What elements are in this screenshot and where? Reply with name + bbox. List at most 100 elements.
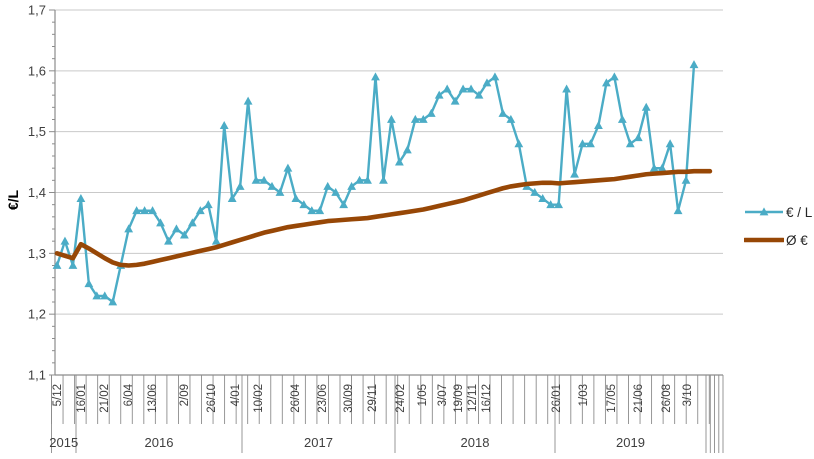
data-point-marker	[506, 114, 516, 123]
data-point-marker	[347, 181, 357, 190]
legend: € / L Ø €	[744, 203, 812, 249]
data-point-marker	[172, 224, 181, 233]
data-point-marker	[570, 169, 579, 178]
year-label: 2018	[461, 435, 490, 450]
data-point-marker	[187, 218, 197, 227]
legend-label: € / L	[786, 204, 813, 220]
data-point-marker	[323, 181, 333, 190]
legend-entry-eur-per-l[interactable]: € / L	[744, 203, 812, 221]
data-point-marker	[578, 139, 587, 148]
data-point-marker	[180, 230, 189, 239]
x-tick-label: 30/09	[343, 384, 355, 413]
y-tick-label: 1,2	[28, 307, 46, 322]
data-point-marker	[379, 175, 388, 184]
x-tick-label: 1/05	[417, 384, 429, 406]
data-point-marker	[546, 200, 556, 209]
data-point-marker	[633, 133, 643, 142]
y-tick-label: 1,5	[28, 124, 46, 139]
data-point-marker	[371, 72, 380, 81]
data-point-marker	[267, 181, 277, 190]
data-point-marker	[657, 163, 667, 172]
year-label: 2017	[304, 435, 333, 450]
data-point-marker	[259, 175, 269, 184]
data-point-marker	[434, 90, 444, 99]
data-point-marker	[164, 236, 173, 245]
x-tick-label: 4/01	[230, 384, 242, 406]
data-point-marker	[243, 96, 253, 105]
x-tick-label: 26/04	[290, 383, 302, 412]
data-point-marker	[418, 114, 428, 123]
data-point-marker	[665, 139, 675, 148]
data-point-marker	[450, 96, 460, 105]
data-point-marker	[387, 114, 396, 123]
data-point-marker	[251, 175, 261, 184]
x-tick-label: 26/10	[206, 384, 218, 413]
data-point-marker	[219, 120, 229, 129]
legend-thick-line-icon	[744, 237, 784, 243]
data-point-marker	[625, 139, 635, 148]
year-label: 2015	[49, 435, 78, 450]
data-point-marker	[586, 139, 595, 148]
data-point-marker	[140, 206, 149, 215]
y-tick-label: 1,6	[28, 63, 46, 78]
data-point-marker	[195, 206, 205, 215]
x-tick-label: 16/01	[76, 384, 88, 413]
data-point-marker	[641, 102, 651, 111]
x-tick-label: 12/11	[467, 384, 479, 412]
y-tick-label: 1,1	[28, 368, 46, 383]
year-label: 2016	[145, 435, 174, 450]
y-tick-label: 1,4	[28, 185, 46, 200]
data-point-marker	[482, 78, 492, 87]
data-point-marker	[602, 78, 611, 87]
data-point-marker	[442, 84, 452, 93]
data-point-marker	[410, 114, 420, 123]
y-axis: 1,1 1,2 1,3 1,4 1,5 1,6 1,7	[28, 3, 56, 383]
legend-line-triangle-icon	[745, 207, 783, 216]
data-point-marker	[594, 120, 603, 129]
data-point-marker	[426, 108, 436, 117]
data-point-marker	[68, 260, 78, 269]
data-point-marker	[84, 279, 94, 288]
data-point-marker	[466, 84, 476, 93]
x-tick-label: 26/01	[551, 384, 563, 413]
data-point-marker	[132, 206, 142, 215]
date-ticks	[51, 375, 710, 424]
legend-entry-average[interactable]: Ø €	[744, 231, 812, 249]
data-point-marker	[331, 187, 341, 196]
data-point-marker	[203, 200, 213, 209]
x-tick-label: 21/02	[99, 384, 111, 413]
data-point-marker	[92, 291, 102, 300]
data-point-marker	[235, 181, 245, 190]
data-point-marker	[474, 90, 484, 99]
data-point-marker	[673, 206, 683, 215]
data-point-marker	[52, 260, 62, 269]
year-separators	[51, 375, 724, 453]
legend-label: Ø €	[786, 232, 808, 248]
data-point-marker	[402, 145, 412, 154]
data-point-marker	[227, 193, 237, 202]
data-point-marker	[609, 72, 619, 81]
y-tick-label: 1,7	[28, 3, 46, 18]
data-point-marker	[315, 206, 325, 215]
data-point-marker	[458, 84, 468, 93]
data-point-marker	[689, 60, 699, 69]
x-tick-label: 29/11	[367, 384, 379, 412]
data-point-marker	[108, 297, 118, 306]
data-point-marker	[355, 175, 364, 184]
data-point-marker	[394, 157, 404, 166]
data-point-marker	[283, 163, 293, 172]
x-tick-label: 24/02	[395, 384, 407, 413]
date-labels: 5/12 16/01 21/02 6/04 13/06 2/09 26/10 4/01 10/0…	[52, 383, 694, 412]
data-point-marker	[363, 175, 372, 184]
data-point-marker	[554, 200, 564, 209]
data-point-marker	[649, 163, 659, 172]
data-point-marker	[291, 193, 301, 202]
data-point-marker	[100, 291, 110, 300]
x-tick-label: 3/07	[437, 384, 449, 406]
data-point-marker	[148, 206, 157, 215]
data-point-marker	[562, 84, 571, 93]
data-point-marker	[275, 187, 285, 196]
data-point-marker	[76, 193, 86, 202]
